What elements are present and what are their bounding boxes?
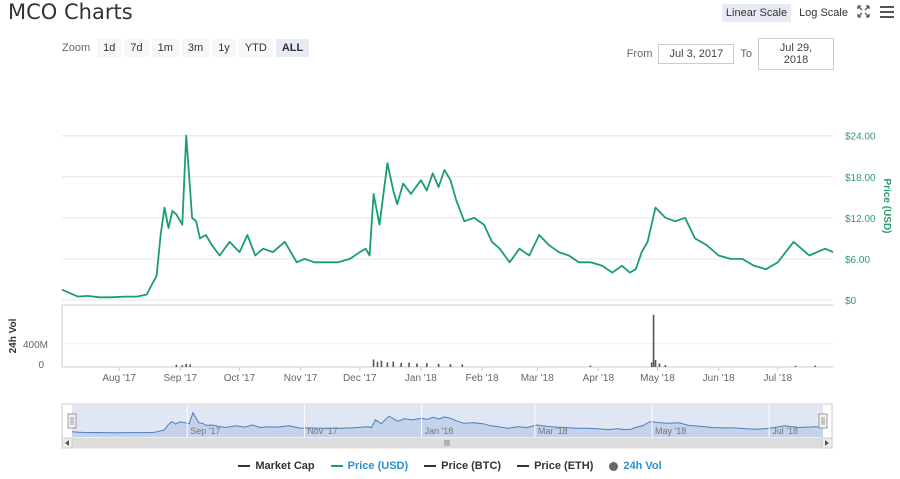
navigator-tick-label: Jan '18 (425, 426, 454, 436)
navigator-tick-label: Sep '17 (190, 426, 220, 436)
volume-axis-title: 24h Vol (8, 318, 19, 353)
to-label: To (740, 48, 752, 60)
volume-bar (380, 360, 383, 367)
x-tick-label: Mar '18 (521, 373, 554, 384)
date-range: From Jul 3, 2017 To Jul 29, 2018 (627, 38, 834, 70)
scroll-right-arrow-icon (825, 440, 829, 446)
linear-scale-button[interactable]: Linear Scale (721, 4, 792, 22)
legend-price-usd[interactable]: Price (USD) (330, 460, 409, 472)
fullscreen-icon[interactable] (857, 5, 870, 18)
legend-price-btc-label: Price (BTC) (441, 460, 502, 472)
zoom-ytd-button[interactable]: YTD (238, 39, 273, 57)
volume-bar (589, 365, 592, 367)
volume-bar (181, 365, 184, 367)
zoom-1d-button[interactable]: 1d (97, 39, 122, 57)
x-tick-label: Apr '18 (583, 373, 615, 384)
from-date-input[interactable]: Jul 3, 2017 (658, 44, 735, 64)
volume-bar (449, 364, 452, 367)
zoom-all-button[interactable]: ALL (275, 39, 310, 57)
volume-bar (185, 363, 188, 367)
from-label: From (626, 48, 653, 60)
legend-24h-vol[interactable]: 24h Vol (609, 460, 662, 472)
price-tick-label: $12.00 (845, 214, 876, 225)
legend-price-eth-label: Price (ETH) (534, 460, 594, 472)
volume-bar (400, 362, 402, 367)
volume-bar (386, 362, 389, 367)
legend-price-btc[interactable]: Price (BTC) (424, 460, 501, 472)
volume-bar (408, 362, 410, 367)
legend-price-eth-symbol (517, 465, 530, 467)
zoom-label: Zoom (62, 42, 91, 54)
volume-bar (416, 363, 418, 367)
zoom-1m-button[interactable]: 1m (151, 39, 179, 57)
legend-market-cap-label: Market Cap (255, 460, 315, 472)
volume-bar (461, 364, 464, 367)
x-tick-label: Dec '17 (343, 373, 377, 384)
x-tick-label: Jun '18 (703, 373, 735, 384)
scroll-left-arrow-icon (65, 440, 69, 446)
navigator-left-handle[interactable] (67, 413, 77, 429)
navigator-tick-label: Jul '18 (772, 426, 798, 436)
price-tick-label: $0 (845, 296, 857, 307)
chart-legend: Market Cap Price (USD) Price (BTC) Price… (0, 460, 900, 472)
volume-bar (175, 364, 178, 367)
zoom-bar: Zoom 1d 7d 1m 3m 1y YTD ALL (62, 39, 310, 57)
volume-bar (372, 359, 375, 367)
legend-market-cap[interactable]: Market Cap (238, 460, 315, 472)
x-tick-label: Sep '17 (164, 373, 198, 384)
volume-bar (664, 364, 667, 367)
zoom-3m-button[interactable]: 3m (181, 39, 210, 57)
to-date-input[interactable]: Jul 29, 2018 (758, 38, 834, 70)
page-title: MCO Charts (8, 0, 133, 24)
legend-price-usd-label: Price (USD) (347, 460, 409, 472)
volume-bar (376, 361, 379, 367)
x-tick-label: Nov '17 (284, 373, 318, 384)
navigator-tick-label: Nov '17 (307, 426, 337, 436)
hamburger-menu-icon[interactable] (880, 5, 894, 18)
price-tick-label: $18.00 (845, 173, 876, 184)
volume-bar (652, 314, 655, 367)
chart-toolbar (857, 5, 894, 18)
volume-bar (650, 362, 653, 367)
zoom-7d-button[interactable]: 7d (124, 39, 149, 57)
price-tick-label: $6.00 (845, 255, 870, 266)
volume-bar (437, 363, 440, 367)
x-tick-label: May '18 (640, 373, 675, 384)
volume-tick-label: 0 (38, 360, 44, 371)
price-axis-title: Price (USD) (881, 178, 892, 233)
x-tick-label: Jan '18 (405, 373, 437, 384)
x-tick-label: Aug '17 (102, 373, 136, 384)
x-tick-label: Feb '18 (465, 373, 498, 384)
scale-toggle: Linear Scale Log Scale (721, 4, 852, 22)
volume-bar (189, 364, 191, 367)
volume-bar (794, 365, 797, 367)
volume-bar (654, 360, 657, 367)
volume-bar (392, 361, 395, 367)
navigator-tick-label: Mar '18 (538, 426, 568, 436)
legend-price-btc-symbol (424, 465, 437, 467)
volume-bar (814, 365, 817, 367)
legend-24h-vol-label: 24h Vol (623, 460, 662, 472)
navigator-area (72, 412, 823, 437)
legend-price-usd-symbol (330, 465, 343, 467)
volume-tick-label: 400M (23, 340, 48, 351)
navigator-selection (72, 405, 823, 437)
navigator-right-handle[interactable] (818, 413, 828, 429)
zoom-1y-button[interactable]: 1y (212, 39, 236, 57)
volume-bar (658, 363, 661, 367)
volume-bar (425, 363, 428, 367)
legend-24h-vol-symbol (609, 461, 619, 471)
navigator-tick-label: May '18 (655, 426, 686, 436)
log-scale-button[interactable]: Log Scale (799, 7, 848, 19)
legend-price-eth[interactable]: Price (ETH) (517, 460, 593, 472)
x-tick-label: Jul '18 (763, 373, 792, 384)
price-tick-label: $24.00 (845, 132, 876, 143)
price-usd-series-line (61, 134, 834, 299)
x-tick-label: Oct '17 (224, 373, 256, 384)
legend-market-cap-symbol (238, 465, 251, 467)
